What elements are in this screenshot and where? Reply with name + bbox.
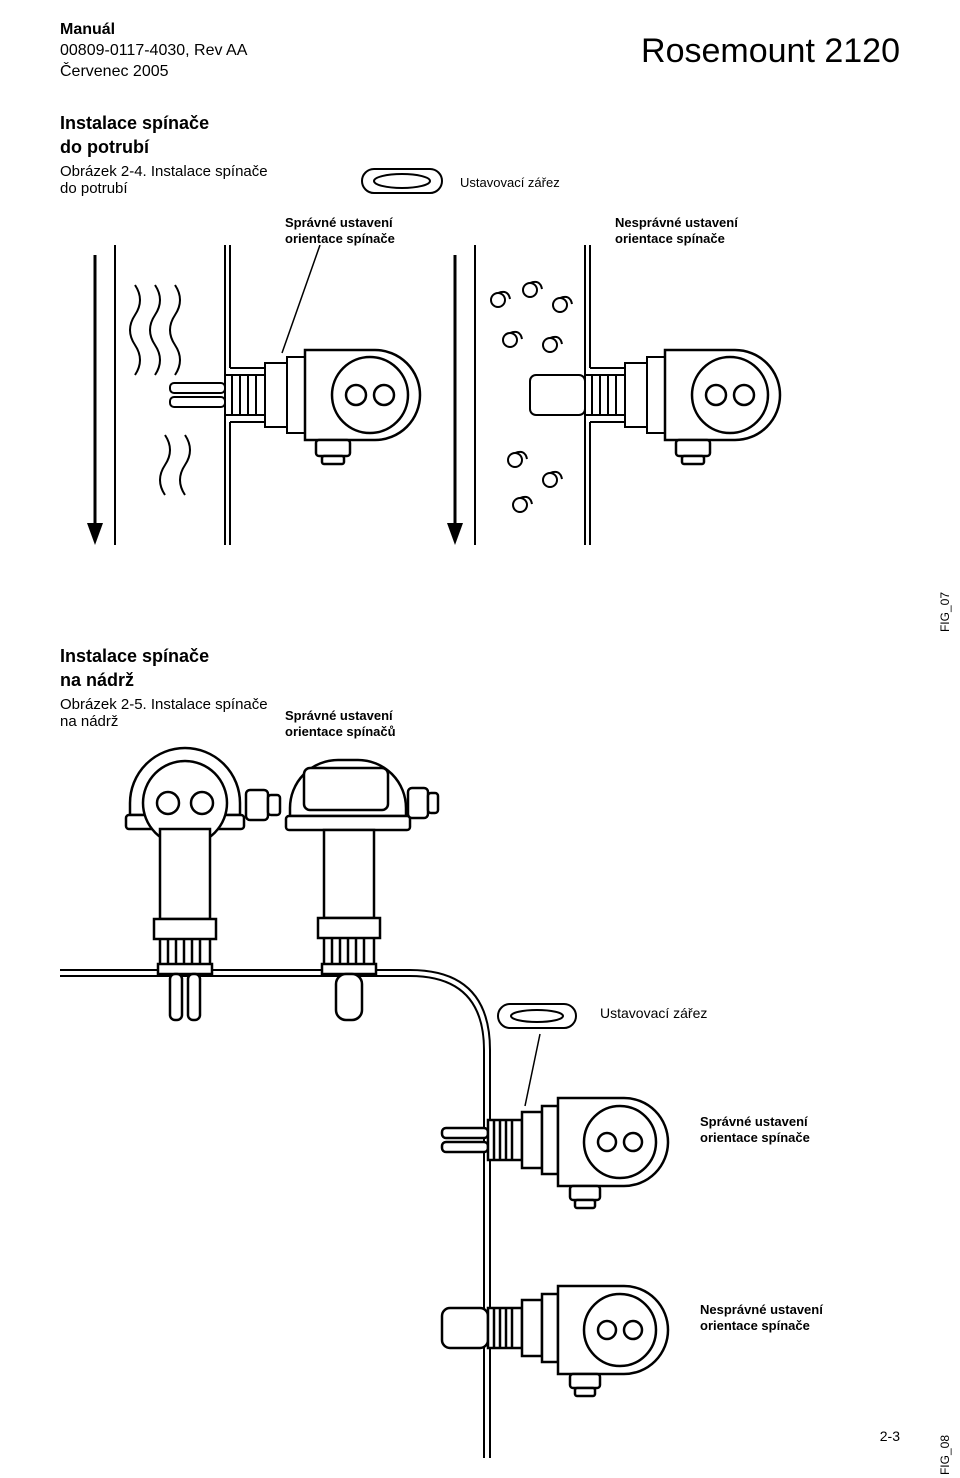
section-title-pipe: Instalace spínače do potrubí	[60, 112, 900, 159]
figure-caption-2-5: Obrázek 2-5. Instalace spínače na nádrž	[60, 696, 900, 730]
svg-text:orientace spínače: orientace spínače	[700, 1130, 810, 1145]
notch-label: Ustavovací zářez	[460, 175, 560, 191]
doc-number: 00809-0117-4030, Rev AA	[60, 41, 247, 62]
notch-label-2: Ustavovací zářez	[600, 1005, 707, 1021]
svg-text:Správné ustavení: Správné ustavení	[700, 1114, 808, 1129]
correct-caption-top: Správné ustavení orientace spínačů	[285, 708, 396, 739]
figure-2-5: Správné ustavení orientace spínačů	[60, 738, 900, 1458]
figure-2-4: Ustavovací zářez Správné ustavení orient…	[60, 205, 900, 605]
tank-diagram: Ustavovací zářez	[60, 738, 900, 1458]
svg-text:Nesprávné ustavení: Nesprávné ustavení	[700, 1302, 823, 1317]
fig-id-08: FIG_08	[938, 1435, 952, 1475]
section-title-tank: Instalace spínače na nádrž	[60, 645, 900, 692]
section-pipe: Instalace spínače do potrubí Obrázek 2-4…	[60, 112, 900, 605]
page-number: 2-3	[880, 1428, 900, 1444]
svg-text:orientace spínače: orientace spínače	[700, 1318, 810, 1333]
fig-id-07: FIG_07	[938, 592, 952, 632]
correct-caption: Správné ustavení orientace spínače	[285, 215, 395, 246]
page-header: Manuál 00809-0117-4030, Rev AA Červenec …	[60, 20, 900, 82]
section-tank: Instalace spínače na nádrž Obrázek 2-5. …	[60, 645, 900, 1458]
product-name: Rosemount 2120	[641, 32, 900, 71]
manual-label: Manuál	[60, 20, 247, 41]
incorrect-caption: Nesprávné ustavení orientace spínače	[615, 215, 738, 246]
doc-date: Červenec 2005	[60, 62, 247, 83]
pipe-diagram	[60, 245, 900, 605]
header-left: Manuál 00809-0117-4030, Rev AA Červenec …	[60, 20, 247, 82]
